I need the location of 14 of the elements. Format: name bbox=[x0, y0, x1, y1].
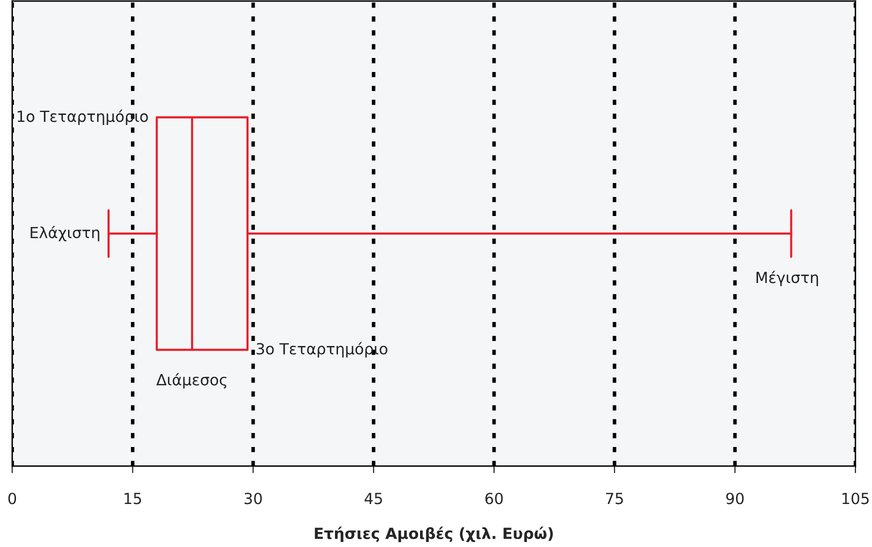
x-axis-title: Ετήσιες Αμοιβές (χιλ. Ευρώ) bbox=[314, 526, 553, 542]
annotation: 1ο Τεταρτημόριο bbox=[18, 110, 148, 126]
x-tick-label: 15 bbox=[124, 492, 142, 504]
annotation: Μέγιστη bbox=[756, 270, 818, 286]
x-tick-label: 60 bbox=[485, 492, 503, 504]
x-tick-label: 45 bbox=[364, 492, 382, 504]
x-tick-label: 30 bbox=[244, 492, 262, 504]
x-tick-label: 105 bbox=[842, 492, 869, 504]
annotation: Διάμεσος bbox=[156, 373, 226, 388]
annotation: Ελάχιστη bbox=[30, 226, 100, 242]
x-tick-label: 90 bbox=[726, 492, 744, 504]
x-tick-label: 0 bbox=[8, 492, 16, 504]
x-tick-label: 75 bbox=[606, 492, 623, 504]
annotation: 3ο Τεταρτημόριο bbox=[256, 342, 388, 358]
